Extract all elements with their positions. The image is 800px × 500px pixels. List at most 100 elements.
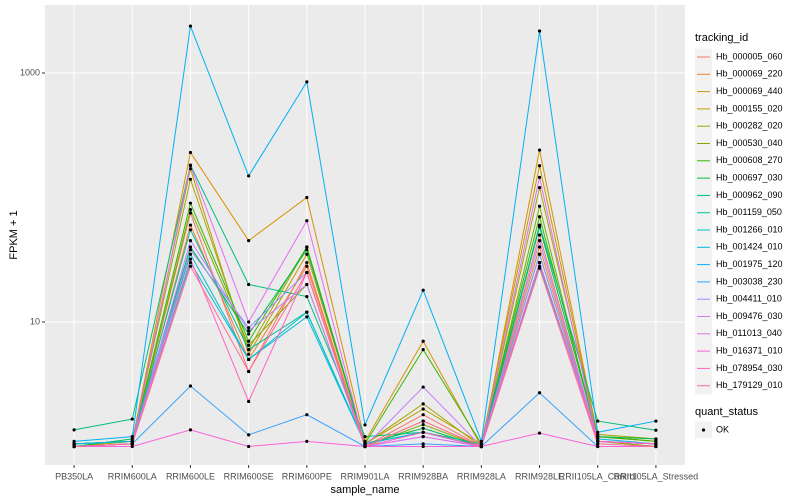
data-point [188,245,193,249]
data-point [247,399,251,404]
data-point [247,352,251,356]
data-point [188,24,193,28]
data-point [72,442,76,446]
data-point [421,419,425,423]
data-point [247,239,251,243]
data-point [305,245,309,249]
x-axis-title: sample_name [330,484,399,496]
data-point [305,294,309,299]
data-point [596,437,600,441]
legend-label: Hb_001159_050 [716,207,782,217]
legend-label: Hb_000608_270 [716,155,783,165]
data-point [421,413,425,417]
x-tick-label: RRIM600PE [282,471,332,481]
legend-label: Hb_000005_060 [716,51,783,61]
data-point [247,329,251,333]
data-point [188,150,193,155]
data-point [305,282,309,287]
y-axis-title: FPKM + 1 [8,210,20,259]
data-point [188,177,193,181]
data-point [305,248,309,252]
data-point [421,348,425,352]
legend-label: Hb_000697_030 [716,172,783,182]
data-point [247,433,251,437]
legend-label: Hb_011013_040 [716,328,782,338]
data-point [247,174,251,178]
data-point [537,260,542,265]
data-point [596,439,600,443]
legend-label: Hb_001975_120 [716,259,783,269]
data-point [421,288,425,292]
data-point [130,417,134,421]
data-point [421,435,425,439]
data-point [537,252,542,256]
legend-label: Hb_003038_230 [716,276,783,286]
data-point [247,343,251,347]
data-point [247,357,251,362]
point-legend-label: OK [716,424,729,434]
data-point [188,239,193,243]
data-point [421,407,425,411]
data-point [537,186,542,190]
data-point [188,260,193,265]
data-point [421,422,425,427]
data-point [305,439,309,443]
data-point [305,195,309,200]
x-tick-label: RRII105LA_Control [559,471,637,481]
data-point [188,252,193,256]
data-point [421,430,425,434]
data-point [654,444,658,449]
data-point [479,444,483,449]
data-point [537,233,542,237]
x-tick-label: RRIM928BA [398,471,448,481]
data-point [537,391,542,395]
data-point [72,444,76,449]
data-point [596,444,600,449]
data-point [654,419,658,423]
data-point [247,282,251,287]
y-tick-label: 1000 [20,67,40,77]
data-point [188,428,193,432]
data-point [72,439,76,443]
y-tick-label: 10 [30,316,40,326]
data-point [188,167,193,171]
data-point [421,442,425,446]
legend-label: Hb_000069_220 [716,69,783,79]
data-point [363,444,367,449]
data-point [305,270,309,275]
point-legend-title: quant_status [695,406,758,418]
data-point [247,348,251,352]
data-point [421,426,425,430]
data-point [479,442,483,446]
data-point [305,315,309,319]
data-point [596,419,600,423]
legend-label: Hb_078954_030 [716,363,783,373]
data-point [188,384,193,388]
data-point [654,439,658,443]
legend-label: Hb_000962_090 [716,190,783,200]
data-point [188,223,193,227]
data-point [247,339,251,343]
data-point [305,413,309,417]
data-point [421,385,425,389]
data-point [596,435,600,439]
data-point [537,239,542,243]
data-point [72,428,76,432]
data-point [130,437,134,441]
x-tick-label: RRII105LA_Stressed [614,471,699,481]
data-point [188,164,193,168]
data-point [247,332,251,336]
legend-label: Hb_016371_010 [716,345,783,355]
data-point [421,402,425,406]
legend-label: Hb_000069_440 [716,86,783,96]
data-point [654,442,658,446]
data-point [596,442,600,446]
legend-label: Hb_000530_040 [716,138,783,148]
point-legend-swatch [701,428,706,432]
data-point [188,248,193,252]
data-point [130,435,134,439]
legend-label: Hb_000282_020 [716,121,783,131]
data-point [247,326,251,330]
data-point [363,435,367,439]
